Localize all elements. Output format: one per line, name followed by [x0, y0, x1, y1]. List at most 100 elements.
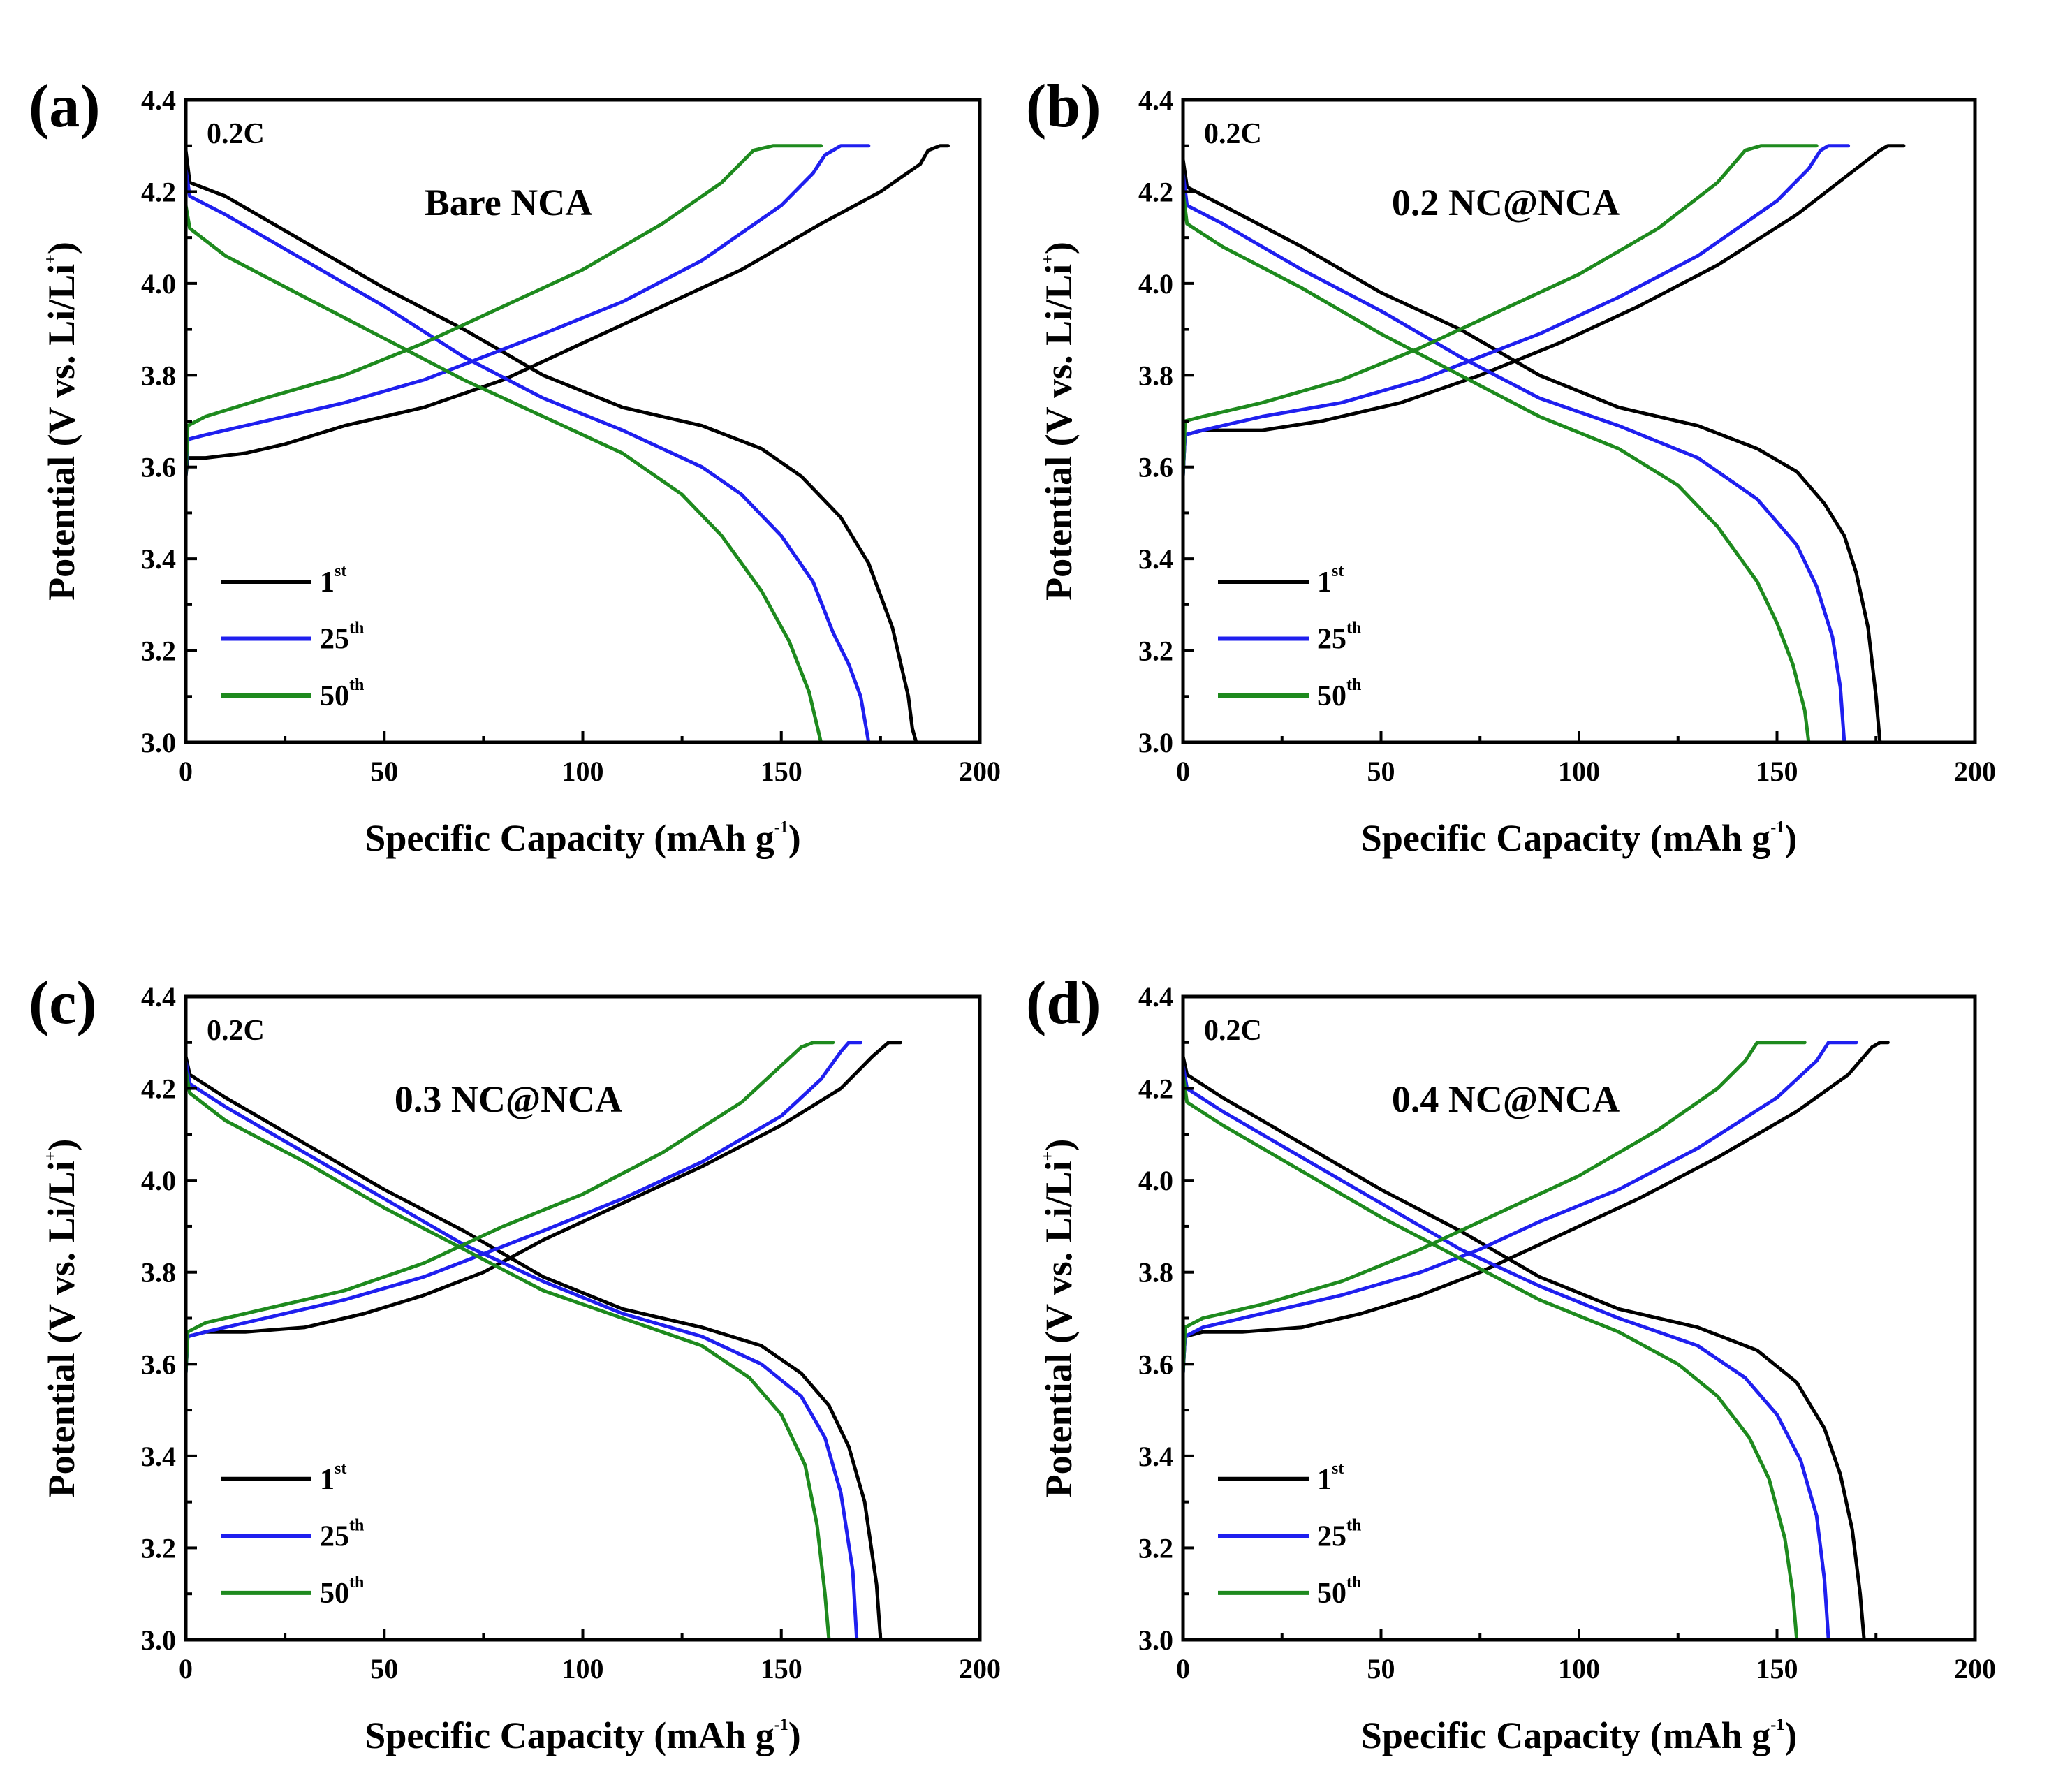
- rate-label: 0.2C: [1204, 1015, 1262, 1047]
- series-line-1st-discharge: [186, 1055, 883, 1640]
- y-tick-label: 4.4: [1138, 85, 1173, 116]
- x-tick-label: 50: [1367, 1653, 1395, 1684]
- x-axis-label-end: ): [788, 817, 801, 859]
- y-tick-label: 3.4: [1138, 543, 1173, 575]
- sample-title: 0.2 NC@NCA: [1392, 182, 1620, 223]
- y-tick-label: 3.8: [141, 360, 176, 391]
- legend-number: 25: [1317, 1520, 1346, 1552]
- legend-label-25th: 25th: [320, 1516, 364, 1552]
- y-tick-label: 3.2: [141, 1532, 176, 1564]
- y-tick-label: 3.2: [141, 636, 176, 667]
- x-axis-label-end: ): [1784, 817, 1797, 859]
- legend-number: 1: [320, 566, 335, 598]
- x-axis-label-main: Specific Capacity (mAh g: [1361, 1714, 1770, 1756]
- series-line-25th-discharge: [1183, 171, 1846, 742]
- x-tick-label: 50: [1367, 756, 1395, 787]
- x-axis-label-sup: -1: [774, 818, 788, 837]
- y-tick-label: 3.2: [1138, 636, 1173, 667]
- x-tick-label: 200: [959, 756, 1001, 787]
- y-axis-label-end: ): [41, 1139, 82, 1152]
- x-tick-label: 200: [1954, 756, 1996, 787]
- legend-number: 1: [320, 1464, 335, 1496]
- legend-label-25th: 25th: [1317, 619, 1361, 655]
- series-line-25th-charge: [1183, 144, 1851, 478]
- series-line-50th-discharge: [1183, 1073, 1799, 1640]
- legend: 1st 25th 50th: [221, 562, 364, 712]
- legend-label-50th: 50th: [1317, 1573, 1361, 1610]
- y-axis-label-sup: +: [42, 254, 60, 264]
- y-axis-label-main: Potential (V vs. Li/Li: [1038, 1161, 1080, 1497]
- legend-suffix: th: [1346, 676, 1361, 694]
- y-axis-label-end: ): [41, 242, 82, 254]
- legend-label-50th: 50th: [1317, 676, 1361, 712]
- y-axis-label: Potential (V vs. Li/Li+): [1038, 242, 1080, 601]
- legend-number: 50: [1317, 1578, 1346, 1610]
- series-line-50th-discharge: [186, 1068, 831, 1640]
- series-line-50th-charge: [1183, 144, 1819, 478]
- legend-suffix: st: [335, 562, 346, 580]
- x-axis-label: Specific Capacity (mAh g-1): [365, 1714, 800, 1756]
- y-axis-label-end: ): [1038, 242, 1080, 254]
- legend-label-1st: 1st: [1317, 1460, 1344, 1496]
- rate-label: 0.2C: [1204, 118, 1262, 150]
- y-tick-label: 4.2: [1138, 176, 1173, 207]
- y-axis-label: Potential (V vs. Li/Li+): [41, 242, 82, 601]
- series-line-25th-discharge: [186, 167, 871, 742]
- legend-suffix: st: [1332, 1460, 1344, 1478]
- y-tick-label: 4.4: [1138, 981, 1173, 1013]
- y-tick-label: 4.2: [1138, 1073, 1173, 1105]
- y-tick-label: 3.0: [1138, 1624, 1173, 1656]
- x-axis-label: Specific Capacity (mAh g-1): [365, 817, 800, 859]
- y-axis-label: Potential (V vs. Li/Li+): [41, 1139, 82, 1498]
- series-line-1st-charge: [1183, 144, 1906, 478]
- x-axis-label-main: Specific Capacity (mAh g: [365, 817, 774, 859]
- rate-label: 0.2C: [207, 1015, 265, 1047]
- series-line-50th-charge: [1183, 1041, 1807, 1375]
- legend-suffix: th: [349, 676, 364, 694]
- series-line-25th-charge: [1183, 1041, 1858, 1375]
- series-line-25th-charge: [186, 144, 871, 478]
- legend-suffix: th: [1346, 619, 1361, 637]
- y-axis-label-main: Potential (V vs. Li/Li: [41, 264, 82, 601]
- series-line-50th-discharge: [1183, 189, 1811, 742]
- x-tick-label: 150: [1756, 756, 1798, 787]
- series-line-25th-discharge: [1183, 1064, 1830, 1640]
- x-tick-label: 50: [370, 756, 398, 787]
- x-tick-label: 0: [179, 756, 193, 787]
- y-axis-label: Potential (V vs. Li/Li+): [1038, 1139, 1080, 1498]
- y-tick-label: 3.6: [141, 452, 176, 483]
- y-tick-label: 3.4: [141, 1441, 176, 1472]
- y-axis-label-main: Potential (V vs. Li/Li: [41, 1161, 82, 1497]
- sample-title: Bare NCA: [425, 182, 592, 223]
- legend-suffix: th: [1346, 1573, 1361, 1592]
- series-line-1st-discharge: [1183, 157, 1882, 742]
- y-tick-label: 3.6: [1138, 452, 1173, 483]
- legend-label-25th: 25th: [320, 619, 364, 655]
- series-line-1st-discharge: [186, 148, 918, 742]
- series-line-50th-discharge: [186, 203, 823, 742]
- legend-number: 50: [320, 680, 349, 712]
- x-tick-label: 0: [1176, 1653, 1190, 1684]
- y-tick-label: 3.8: [1138, 360, 1173, 391]
- panel-d: (d)0 50 100 150 2003.03.23.43.63.84.04.24.4S…: [1026, 969, 1996, 1756]
- x-tick-label: 100: [562, 756, 604, 787]
- x-tick-label: 150: [761, 756, 802, 787]
- panel-c: (c)0 50 100 150 2003.03.23.43.63.84.04.24.4S…: [29, 969, 1001, 1756]
- panel-b: (b)0 50 100 150 2003.03.23.43.63.84.04.24.4S…: [1026, 73, 1996, 859]
- legend-suffix: st: [335, 1460, 346, 1478]
- legend-suffix: th: [349, 1573, 364, 1592]
- y-axis-label-sup: +: [1039, 254, 1057, 264]
- y-axis-label-sup: +: [1039, 1152, 1057, 1161]
- x-axis-label-end: ): [788, 1714, 801, 1756]
- legend-suffix: st: [1332, 562, 1344, 580]
- x-axis-label-sup: -1: [1770, 818, 1784, 837]
- series-line-1st-discharge: [1183, 1055, 1866, 1640]
- y-tick-label: 3.2: [1138, 1532, 1173, 1564]
- x-axis-label-sup: -1: [1770, 1716, 1784, 1734]
- x-axis-label-main: Specific Capacity (mAh g: [1361, 817, 1770, 859]
- x-tick-label: 150: [761, 1653, 802, 1684]
- y-tick-label: 4.0: [141, 1165, 176, 1196]
